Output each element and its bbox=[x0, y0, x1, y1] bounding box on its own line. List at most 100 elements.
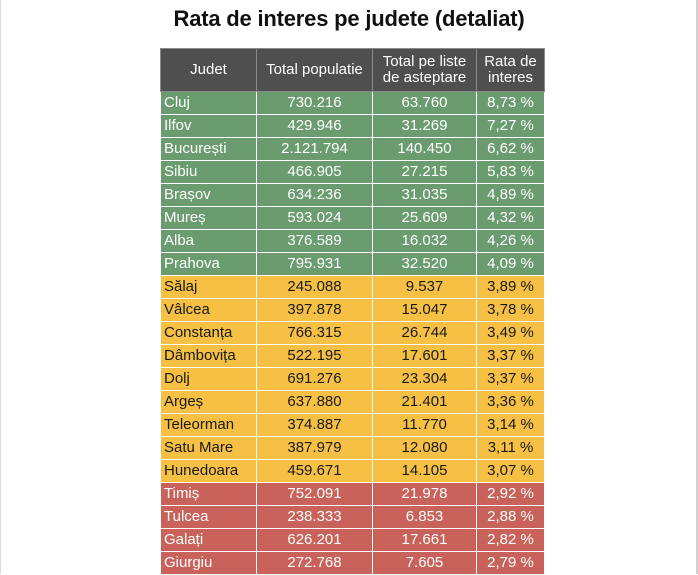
table-row: Prahova 795.931 32.520 4,09 % bbox=[160, 252, 545, 276]
cell-rata-interes: 3,78 % bbox=[476, 298, 545, 322]
cell-total-populatie: 637.880 bbox=[256, 390, 373, 414]
table-row: Timiș 752.091 21.978 2,92 % bbox=[160, 482, 545, 506]
cell-judet: Sibiu bbox=[160, 160, 257, 184]
table-row: Dolj 691.276 23.304 3,37 % bbox=[160, 367, 545, 391]
cell-judet: Alba bbox=[160, 229, 257, 253]
table-row: Giurgiu 272.768 7.605 2,79 % bbox=[160, 551, 545, 575]
column-header-total-populatie[interactable]: Total populatie bbox=[256, 48, 373, 92]
cell-judet: Satu Mare bbox=[160, 436, 257, 460]
cell-total-populatie: 626.201 bbox=[256, 528, 373, 552]
table-row: Argeș 637.880 21.401 3,36 % bbox=[160, 390, 545, 414]
cell-judet: Tulcea bbox=[160, 505, 257, 529]
cell-judet: Dâmbovița bbox=[160, 344, 257, 368]
column-header-judet[interactable]: Judet bbox=[160, 48, 257, 92]
cell-total-asteptare: 21.401 bbox=[372, 390, 477, 414]
table-row: Teleorman 374.887 11.770 3,14 % bbox=[160, 413, 545, 437]
column-header-total-liste-asteptare[interactable]: Total pe liste de asteptare bbox=[372, 48, 477, 92]
cell-judet: Vâlcea bbox=[160, 298, 257, 322]
cell-total-asteptare: 63.760 bbox=[372, 91, 477, 115]
page-title: Rata de interes pe judete (detaliat) bbox=[173, 6, 525, 31]
table-row: Brașov 634.236 31.035 4,89 % bbox=[160, 183, 545, 207]
cell-rata-interes: 6,62 % bbox=[476, 137, 545, 161]
cell-total-asteptare: 14.105 bbox=[372, 459, 477, 483]
cell-judet: Sălaj bbox=[160, 275, 257, 299]
cell-judet: Hunedoara bbox=[160, 459, 257, 483]
cell-judet: Mureș bbox=[160, 206, 257, 230]
cell-total-asteptare: 16.032 bbox=[372, 229, 477, 253]
table-row: Mureș 593.024 25.609 4,32 % bbox=[160, 206, 545, 230]
cell-rata-interes: 5,83 % bbox=[476, 160, 545, 184]
cell-rata-interes: 3,49 % bbox=[476, 321, 545, 345]
cell-rata-interes: 3,07 % bbox=[476, 459, 545, 483]
table-row: Dâmbovița 522.195 17.601 3,37 % bbox=[160, 344, 545, 368]
cell-total-asteptare: 31.269 bbox=[372, 114, 477, 138]
cell-total-populatie: 691.276 bbox=[256, 367, 373, 391]
table-row: Constanța 766.315 26.744 3,49 % bbox=[160, 321, 545, 345]
cell-rata-interes: 3,36 % bbox=[476, 390, 545, 414]
cell-total-asteptare: 27.215 bbox=[372, 160, 477, 184]
cell-total-populatie: 238.333 bbox=[256, 505, 373, 529]
scrollbar-track[interactable] bbox=[696, 0, 698, 574]
cell-judet: Timiș bbox=[160, 482, 257, 506]
cell-total-populatie: 634.236 bbox=[256, 183, 373, 207]
cell-total-populatie: 752.091 bbox=[256, 482, 373, 506]
cell-total-asteptare: 12.080 bbox=[372, 436, 477, 460]
cell-total-populatie: 397.878 bbox=[256, 298, 373, 322]
cell-total-asteptare: 11.770 bbox=[372, 413, 477, 437]
table-header-row: Judet Total populatie Total pe liste de … bbox=[160, 48, 545, 92]
table-row: Cluj 730.216 63.760 8,73 % bbox=[160, 91, 545, 115]
cell-total-populatie: 429.946 bbox=[256, 114, 373, 138]
cell-total-asteptare: 32.520 bbox=[372, 252, 477, 276]
table-row: Vâlcea 397.878 15.047 3,78 % bbox=[160, 298, 545, 322]
cell-total-populatie: 459.671 bbox=[256, 459, 373, 483]
column-header-rata-interes[interactable]: Rata de interes bbox=[476, 48, 545, 92]
cell-judet: Cluj bbox=[160, 91, 257, 115]
cell-judet: Teleorman bbox=[160, 413, 257, 437]
cell-rata-interes: 2,88 % bbox=[476, 505, 545, 529]
cell-total-asteptare: 17.661 bbox=[372, 528, 477, 552]
cell-total-populatie: 374.887 bbox=[256, 413, 373, 437]
cell-total-populatie: 466.905 bbox=[256, 160, 373, 184]
cell-judet: București bbox=[160, 137, 257, 161]
table-row: București 2.121.794 140.450 6,62 % bbox=[160, 137, 545, 161]
cell-total-populatie: 245.088 bbox=[256, 275, 373, 299]
cell-rata-interes: 3,11 % bbox=[476, 436, 545, 460]
table-row: Sălaj 245.088 9.537 3,89 % bbox=[160, 275, 545, 299]
cell-rata-interes: 4,32 % bbox=[476, 206, 545, 230]
cell-rata-interes: 4,89 % bbox=[476, 183, 545, 207]
table-row: Galați 626.201 17.661 2,82 % bbox=[160, 528, 545, 552]
cell-total-populatie: 387.979 bbox=[256, 436, 373, 460]
cell-total-asteptare: 25.609 bbox=[372, 206, 477, 230]
cell-judet: Dolj bbox=[160, 367, 257, 391]
cell-rata-interes: 7,27 % bbox=[476, 114, 545, 138]
table-body: Cluj 730.216 63.760 8,73 % Ilfov 429.946 31.26… bbox=[160, 91, 545, 575]
cell-rata-interes: 2,92 % bbox=[476, 482, 545, 506]
cell-total-populatie: 593.024 bbox=[256, 206, 373, 230]
cell-total-asteptare: 21.978 bbox=[372, 482, 477, 506]
cell-total-asteptare: 26.744 bbox=[372, 321, 477, 345]
cell-total-populatie: 730.216 bbox=[256, 91, 373, 115]
cell-rata-interes: 2,79 % bbox=[476, 551, 545, 575]
cell-total-asteptare: 31.035 bbox=[372, 183, 477, 207]
cell-total-asteptare: 17.601 bbox=[372, 344, 477, 368]
cell-judet: Galați bbox=[160, 528, 257, 552]
cell-rata-interes: 3,89 % bbox=[476, 275, 545, 299]
cell-total-populatie: 376.589 bbox=[256, 229, 373, 253]
window-border-left bbox=[0, 0, 1, 574]
table-row: Ilfov 429.946 31.269 7,27 % bbox=[160, 114, 545, 138]
cell-rata-interes: 3,14 % bbox=[476, 413, 545, 437]
cell-total-populatie: 2.121.794 bbox=[256, 137, 373, 161]
cell-rata-interes: 3,37 % bbox=[476, 367, 545, 391]
cell-judet: Ilfov bbox=[160, 114, 257, 138]
cell-judet: Brașov bbox=[160, 183, 257, 207]
cell-total-asteptare: 9.537 bbox=[372, 275, 477, 299]
cell-total-populatie: 795.931 bbox=[256, 252, 373, 276]
cell-total-asteptare: 7.605 bbox=[372, 551, 477, 575]
table-row: Satu Mare 387.979 12.080 3,11 % bbox=[160, 436, 545, 460]
cell-rata-interes: 8,73 % bbox=[476, 91, 545, 115]
table-row: Tulcea 238.333 6.853 2,88 % bbox=[160, 505, 545, 529]
table-row: Sibiu 466.905 27.215 5,83 % bbox=[160, 160, 545, 184]
cell-total-asteptare: 6.853 bbox=[372, 505, 477, 529]
cell-total-asteptare: 140.450 bbox=[372, 137, 477, 161]
cell-judet: Constanța bbox=[160, 321, 257, 345]
